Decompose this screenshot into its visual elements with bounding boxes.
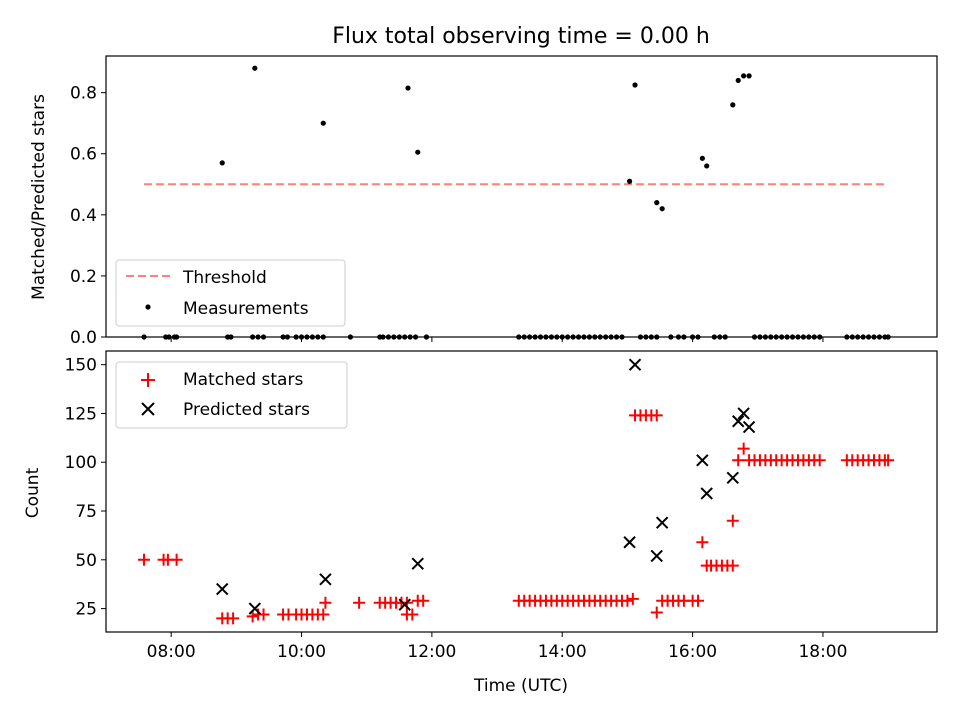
matched-star-point bbox=[696, 536, 709, 549]
matched-star-point bbox=[650, 409, 663, 422]
matched-star-point bbox=[319, 596, 332, 609]
predicted-star-point bbox=[732, 415, 745, 428]
bottom-x-ticks: 08:00 10:00 12:00 14:00 16:00 18:00 bbox=[147, 632, 847, 662]
measurements-legend-marker bbox=[145, 304, 151, 310]
bottom-y-tick-label: 125 bbox=[65, 404, 97, 424]
ratio-panel: Flux total observing time = 0.00 h Match… bbox=[29, 24, 938, 348]
measurement-point bbox=[632, 82, 638, 88]
bottom-x-tick-label: 12:00 bbox=[407, 642, 456, 662]
matched-star-point bbox=[737, 442, 750, 455]
predicted-star-point bbox=[319, 573, 332, 586]
bottom-x-tick-label: 08:00 bbox=[147, 642, 196, 662]
x-axis-label: Time (UTC) bbox=[473, 676, 568, 696]
predicted-star-point bbox=[248, 602, 262, 615]
predicted-star-point bbox=[398, 598, 411, 611]
measurement-point bbox=[746, 73, 752, 79]
top-y-tick-label: 0.2 bbox=[70, 267, 97, 287]
measurement-point bbox=[704, 163, 710, 169]
top-y-tick-label: 0.4 bbox=[70, 206, 97, 226]
matched-star-point bbox=[692, 594, 705, 607]
measurement-point bbox=[219, 160, 225, 166]
measurement-point bbox=[626, 178, 633, 184]
count-panel: Count Time (UTC) 25 50 75 100 125 150 08:00 10… bbox=[23, 350, 938, 696]
bottom-y-tick-label: 100 bbox=[65, 453, 97, 473]
top-y-tick-label: 0.0 bbox=[70, 328, 97, 348]
measurement-point bbox=[320, 120, 326, 126]
matched-star-point bbox=[732, 454, 745, 467]
predicted-legend-marker bbox=[141, 402, 155, 416]
measurement-point bbox=[735, 77, 741, 84]
predicted-star-point bbox=[655, 516, 669, 529]
predicted-star-point bbox=[623, 536, 636, 549]
measurement-point bbox=[659, 206, 665, 212]
measurement-point bbox=[405, 85, 411, 91]
measurement-point bbox=[252, 65, 258, 71]
top-legend: Threshold Measurements bbox=[115, 259, 346, 327]
matched-star-point bbox=[726, 559, 739, 572]
measurements-legend-label: Measurements bbox=[183, 299, 309, 319]
bottom-x-tick-label: 10:00 bbox=[277, 642, 326, 662]
matched-star-point bbox=[726, 514, 739, 527]
measurement-point bbox=[654, 200, 660, 206]
matched-star-point bbox=[417, 594, 430, 607]
predicted-star-point bbox=[628, 358, 642, 371]
bottom-y-tick-label: 150 bbox=[65, 356, 97, 376]
matched-star-point bbox=[138, 553, 151, 566]
measurement-point bbox=[699, 155, 705, 161]
measurement-point bbox=[741, 73, 747, 79]
predicted-legend-label: Predicted stars bbox=[183, 400, 310, 420]
matched-star-point bbox=[406, 608, 419, 621]
bottom-legend-box bbox=[115, 361, 348, 429]
measurement-point bbox=[415, 149, 421, 155]
count-points bbox=[138, 358, 895, 625]
matched-legend-marker bbox=[141, 373, 155, 387]
matched-star-point bbox=[626, 592, 639, 605]
predicted-star-point bbox=[650, 549, 663, 563]
predicted-star-point bbox=[696, 454, 709, 467]
bottom-y-tick-label: 75 bbox=[75, 502, 97, 522]
bottom-y-ticks: 25 50 75 100 125 150 bbox=[65, 356, 106, 620]
matched-legend-label: Matched stars bbox=[183, 370, 303, 390]
predicted-star-point bbox=[411, 557, 424, 570]
predicted-star-point bbox=[742, 420, 756, 434]
matched-star-point bbox=[170, 553, 183, 566]
top-axes-frame bbox=[105, 55, 938, 338]
bottom-y-axis-label: Count bbox=[23, 467, 43, 518]
measurement-point bbox=[730, 102, 736, 108]
bottom-x-tick-label: 18:00 bbox=[798, 642, 847, 662]
top-y-axis-label: Matched/Predicted stars bbox=[29, 94, 49, 300]
matched-star-point bbox=[227, 612, 240, 625]
threshold-legend-label: Threshold bbox=[182, 268, 267, 288]
top-y-tick-label: 0.8 bbox=[70, 84, 97, 104]
top-y-tick-label: 0.6 bbox=[70, 145, 97, 165]
matched-star-point bbox=[813, 454, 826, 467]
bottom-y-tick-label: 25 bbox=[75, 600, 97, 620]
bottom-x-tick-label: 14:00 bbox=[538, 642, 587, 662]
matched-star-point bbox=[650, 606, 663, 619]
chart-title: Flux total observing time = 0.00 h bbox=[332, 24, 710, 49]
top-legend-box bbox=[115, 259, 346, 327]
predicted-star-point bbox=[726, 471, 739, 485]
matched-star-point bbox=[353, 596, 366, 609]
top-y-ticks: 0.0 0.2 0.4 0.6 0.8 bbox=[70, 84, 106, 348]
predicted-star-point bbox=[216, 582, 229, 596]
bottom-x-tick-label: 16:00 bbox=[668, 642, 717, 662]
bottom-y-tick-label: 50 bbox=[75, 551, 97, 571]
bottom-axes-frame bbox=[105, 350, 938, 633]
measurement-points bbox=[141, 65, 891, 340]
bottom-legend: Matched stars Predicted stars bbox=[115, 361, 348, 429]
predicted-star-point bbox=[700, 487, 713, 500]
predicted-star-point bbox=[737, 407, 750, 420]
matched-star-point bbox=[621, 594, 634, 607]
matched-star-point bbox=[317, 608, 330, 621]
matched-star-point bbox=[882, 454, 895, 467]
matched-star-point bbox=[246, 610, 259, 623]
